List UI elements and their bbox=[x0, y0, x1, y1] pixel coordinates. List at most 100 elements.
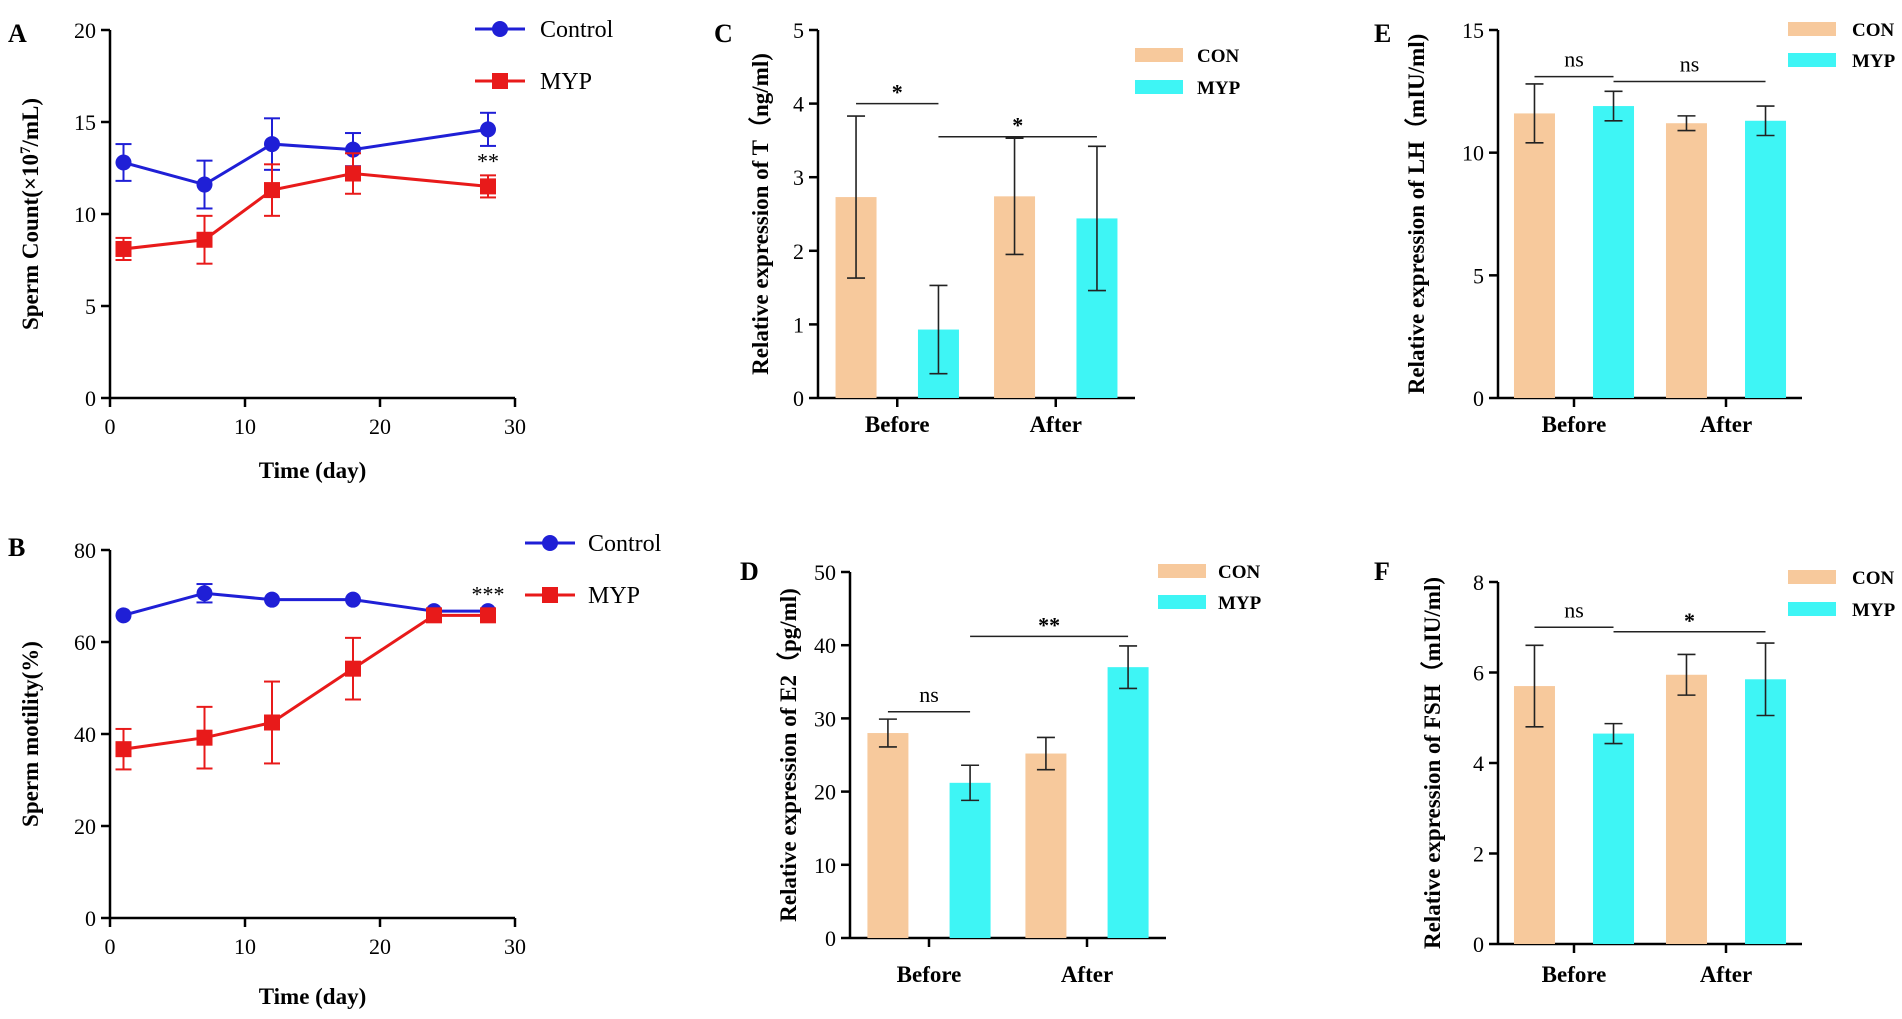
data-point bbox=[480, 121, 496, 138]
significance-bracket: ns bbox=[1534, 47, 1614, 78]
series-control bbox=[115, 111, 496, 210]
legend-item-control: Control bbox=[525, 531, 662, 557]
legend-label: CON bbox=[1852, 568, 1895, 589]
significance-label: * bbox=[892, 80, 903, 105]
y-tick-label: 2 bbox=[1473, 842, 1484, 867]
y-tick-label: 3 bbox=[793, 165, 804, 190]
y-tick-label: 30 bbox=[814, 706, 836, 731]
legend-swatch bbox=[1788, 570, 1836, 584]
panel-letter: A bbox=[8, 19, 27, 48]
data-point bbox=[426, 607, 442, 624]
x-axis-title: Time (day) bbox=[259, 458, 367, 483]
series-line-control bbox=[123, 127, 489, 187]
category-label-after: After bbox=[1700, 412, 1752, 437]
bar bbox=[1665, 674, 1707, 944]
y-tick-label: 5 bbox=[1473, 263, 1484, 288]
category-label-after: After bbox=[1030, 412, 1082, 437]
significance-bracket: ns bbox=[887, 682, 971, 713]
panel-c: C 0 1 2 3 4 5 Relative expression of T（ng/ml) Be… bbox=[714, 18, 1241, 437]
x-tick-label: 20 bbox=[369, 934, 391, 959]
series-myp bbox=[1593, 90, 1787, 399]
y-tick-label: 50 bbox=[814, 560, 836, 585]
y-tick-label: 0 bbox=[1473, 932, 1484, 957]
y-tick-label: 40 bbox=[814, 633, 836, 658]
y-tick-label: 2 bbox=[793, 239, 804, 264]
significance-bracket: ** bbox=[970, 612, 1129, 637]
y-axis-title-suffix: /mL) bbox=[18, 98, 43, 148]
legend-label: MYP bbox=[540, 69, 592, 95]
legend-item-control: Control bbox=[475, 17, 614, 43]
y-tick-label: 8 bbox=[1473, 570, 1484, 595]
x-tick-label: 0 bbox=[105, 414, 116, 439]
bar bbox=[1593, 106, 1635, 398]
legend-label: MYP bbox=[588, 583, 640, 609]
legend-item-myp: MYP bbox=[525, 583, 640, 609]
legend-swatch bbox=[1158, 595, 1206, 609]
legend-swatch bbox=[1788, 602, 1836, 616]
y-axis-title: Relative expression of LH（mIU/ml) bbox=[1403, 34, 1429, 395]
y-tick-label: 1 bbox=[793, 312, 804, 337]
y-tick-label: 5 bbox=[85, 294, 96, 319]
y-tick-label: 4 bbox=[793, 92, 804, 117]
bar bbox=[1513, 686, 1555, 944]
data-point bbox=[115, 240, 132, 257]
legend-item-con: CON bbox=[1788, 20, 1895, 41]
significance-label: ns bbox=[1564, 597, 1584, 622]
panel-letter: D bbox=[740, 557, 759, 586]
category-label-before: Before bbox=[1542, 962, 1607, 987]
significance-bracket: * bbox=[856, 80, 939, 105]
series-myp bbox=[115, 607, 496, 771]
y-tick-label: 6 bbox=[1473, 661, 1484, 686]
significance-label: ns bbox=[1680, 52, 1700, 77]
y-tick-label: 0 bbox=[793, 386, 804, 411]
legend-label: MYP bbox=[1218, 593, 1262, 614]
y-tick-label: 15 bbox=[1462, 18, 1484, 43]
legend-item-myp: MYP bbox=[1158, 593, 1262, 614]
legend-item-con: CON bbox=[1788, 568, 1895, 589]
significance-bracket: ns bbox=[1534, 597, 1614, 628]
legend-swatch bbox=[1135, 80, 1183, 94]
bar bbox=[949, 782, 991, 938]
legend-marker bbox=[542, 587, 558, 603]
legend-label: MYP bbox=[1197, 78, 1241, 99]
legend-item-con: CON bbox=[1158, 562, 1261, 583]
legend-label: MYP bbox=[1852, 51, 1896, 72]
bar bbox=[1745, 120, 1787, 399]
series-con bbox=[835, 115, 1036, 398]
data-point bbox=[264, 714, 280, 731]
y-axis-title-prefix: Sperm Count(×10 bbox=[18, 154, 43, 330]
significance-label: *** bbox=[472, 582, 505, 607]
y-tick-label: 10 bbox=[74, 202, 96, 227]
series-line-myp bbox=[123, 172, 489, 251]
data-point bbox=[480, 607, 496, 624]
data-point bbox=[264, 182, 280, 199]
significance-label: * bbox=[1684, 608, 1695, 633]
panel-d: D 0 10 20 30 40 50 Relative expression of E2（pg… bbox=[740, 557, 1262, 987]
legend-label: MYP bbox=[1852, 600, 1896, 621]
category-label-after: After bbox=[1700, 962, 1752, 987]
significance-label: ** bbox=[1038, 612, 1060, 637]
significance-label: ** bbox=[477, 149, 499, 174]
series-myp bbox=[917, 145, 1118, 398]
bar bbox=[1107, 667, 1149, 938]
y-tick-label: 4 bbox=[1473, 751, 1484, 776]
bar bbox=[1665, 123, 1707, 398]
data-point bbox=[115, 154, 132, 171]
data-point bbox=[264, 591, 280, 608]
x-tick-label: 10 bbox=[234, 414, 256, 439]
bar bbox=[1745, 679, 1787, 944]
y-tick-label: 20 bbox=[74, 814, 96, 839]
panel-a: A 0 5 10 15 20 Sperm Count(×107/mL) 0 10 20 30 Time… bbox=[8, 17, 614, 483]
x-axis-title: Time (day) bbox=[259, 984, 367, 1009]
significance-label: * bbox=[1012, 113, 1023, 138]
y-axis-title: Sperm motility(%) bbox=[18, 641, 43, 827]
x-tick-label: 10 bbox=[234, 934, 256, 959]
series-con bbox=[1513, 644, 1707, 944]
x-tick-label: 30 bbox=[504, 414, 526, 439]
y-tick-label: 0 bbox=[1473, 386, 1484, 411]
legend-marker bbox=[542, 535, 558, 551]
y-tick-label: 20 bbox=[814, 780, 836, 805]
panel-letter: C bbox=[714, 19, 733, 48]
legend-label: CON bbox=[1197, 46, 1240, 67]
